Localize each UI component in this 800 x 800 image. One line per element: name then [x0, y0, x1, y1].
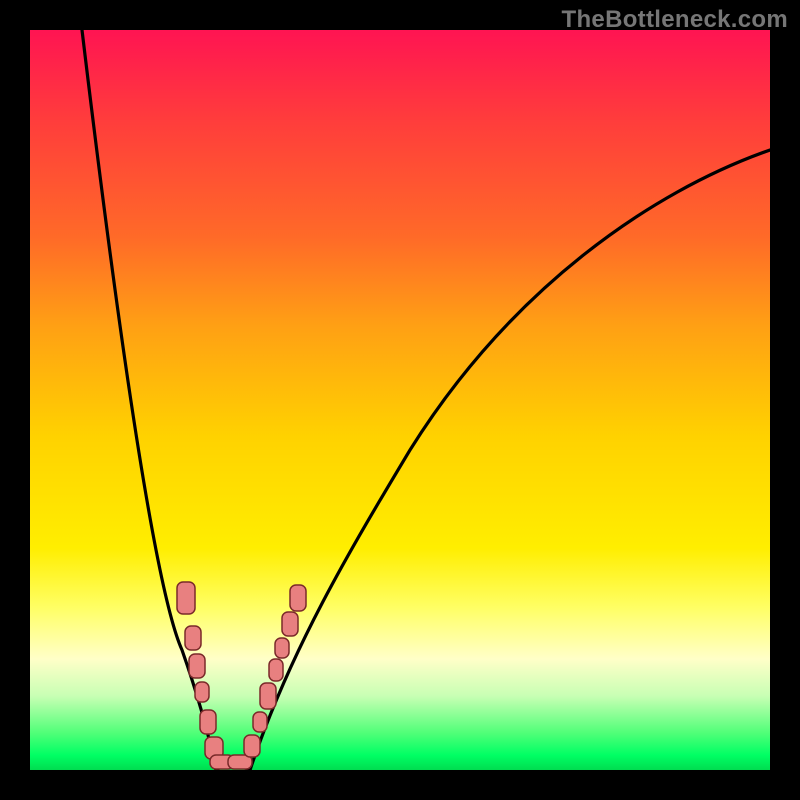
- marker-right-10: [260, 683, 276, 709]
- plot-area: [30, 30, 770, 770]
- marker-right-12: [275, 638, 289, 658]
- marker-right-14: [290, 585, 306, 611]
- marker-right-13: [282, 612, 298, 636]
- watermark-text: TheBottleneck.com: [562, 6, 788, 34]
- marker-right-8: [244, 735, 260, 757]
- marker-left-2: [189, 654, 205, 678]
- marker-left-4: [200, 710, 216, 734]
- marker-right-9: [253, 712, 267, 732]
- chart-frame: TheBottleneck.com: [0, 0, 800, 800]
- marker-right-11: [269, 659, 283, 681]
- bottleneck-curves: [30, 30, 770, 770]
- marker-left-0: [177, 582, 195, 614]
- marker-left-1: [185, 626, 201, 650]
- marker-left-3: [195, 682, 209, 702]
- curve-right-branch: [250, 150, 770, 770]
